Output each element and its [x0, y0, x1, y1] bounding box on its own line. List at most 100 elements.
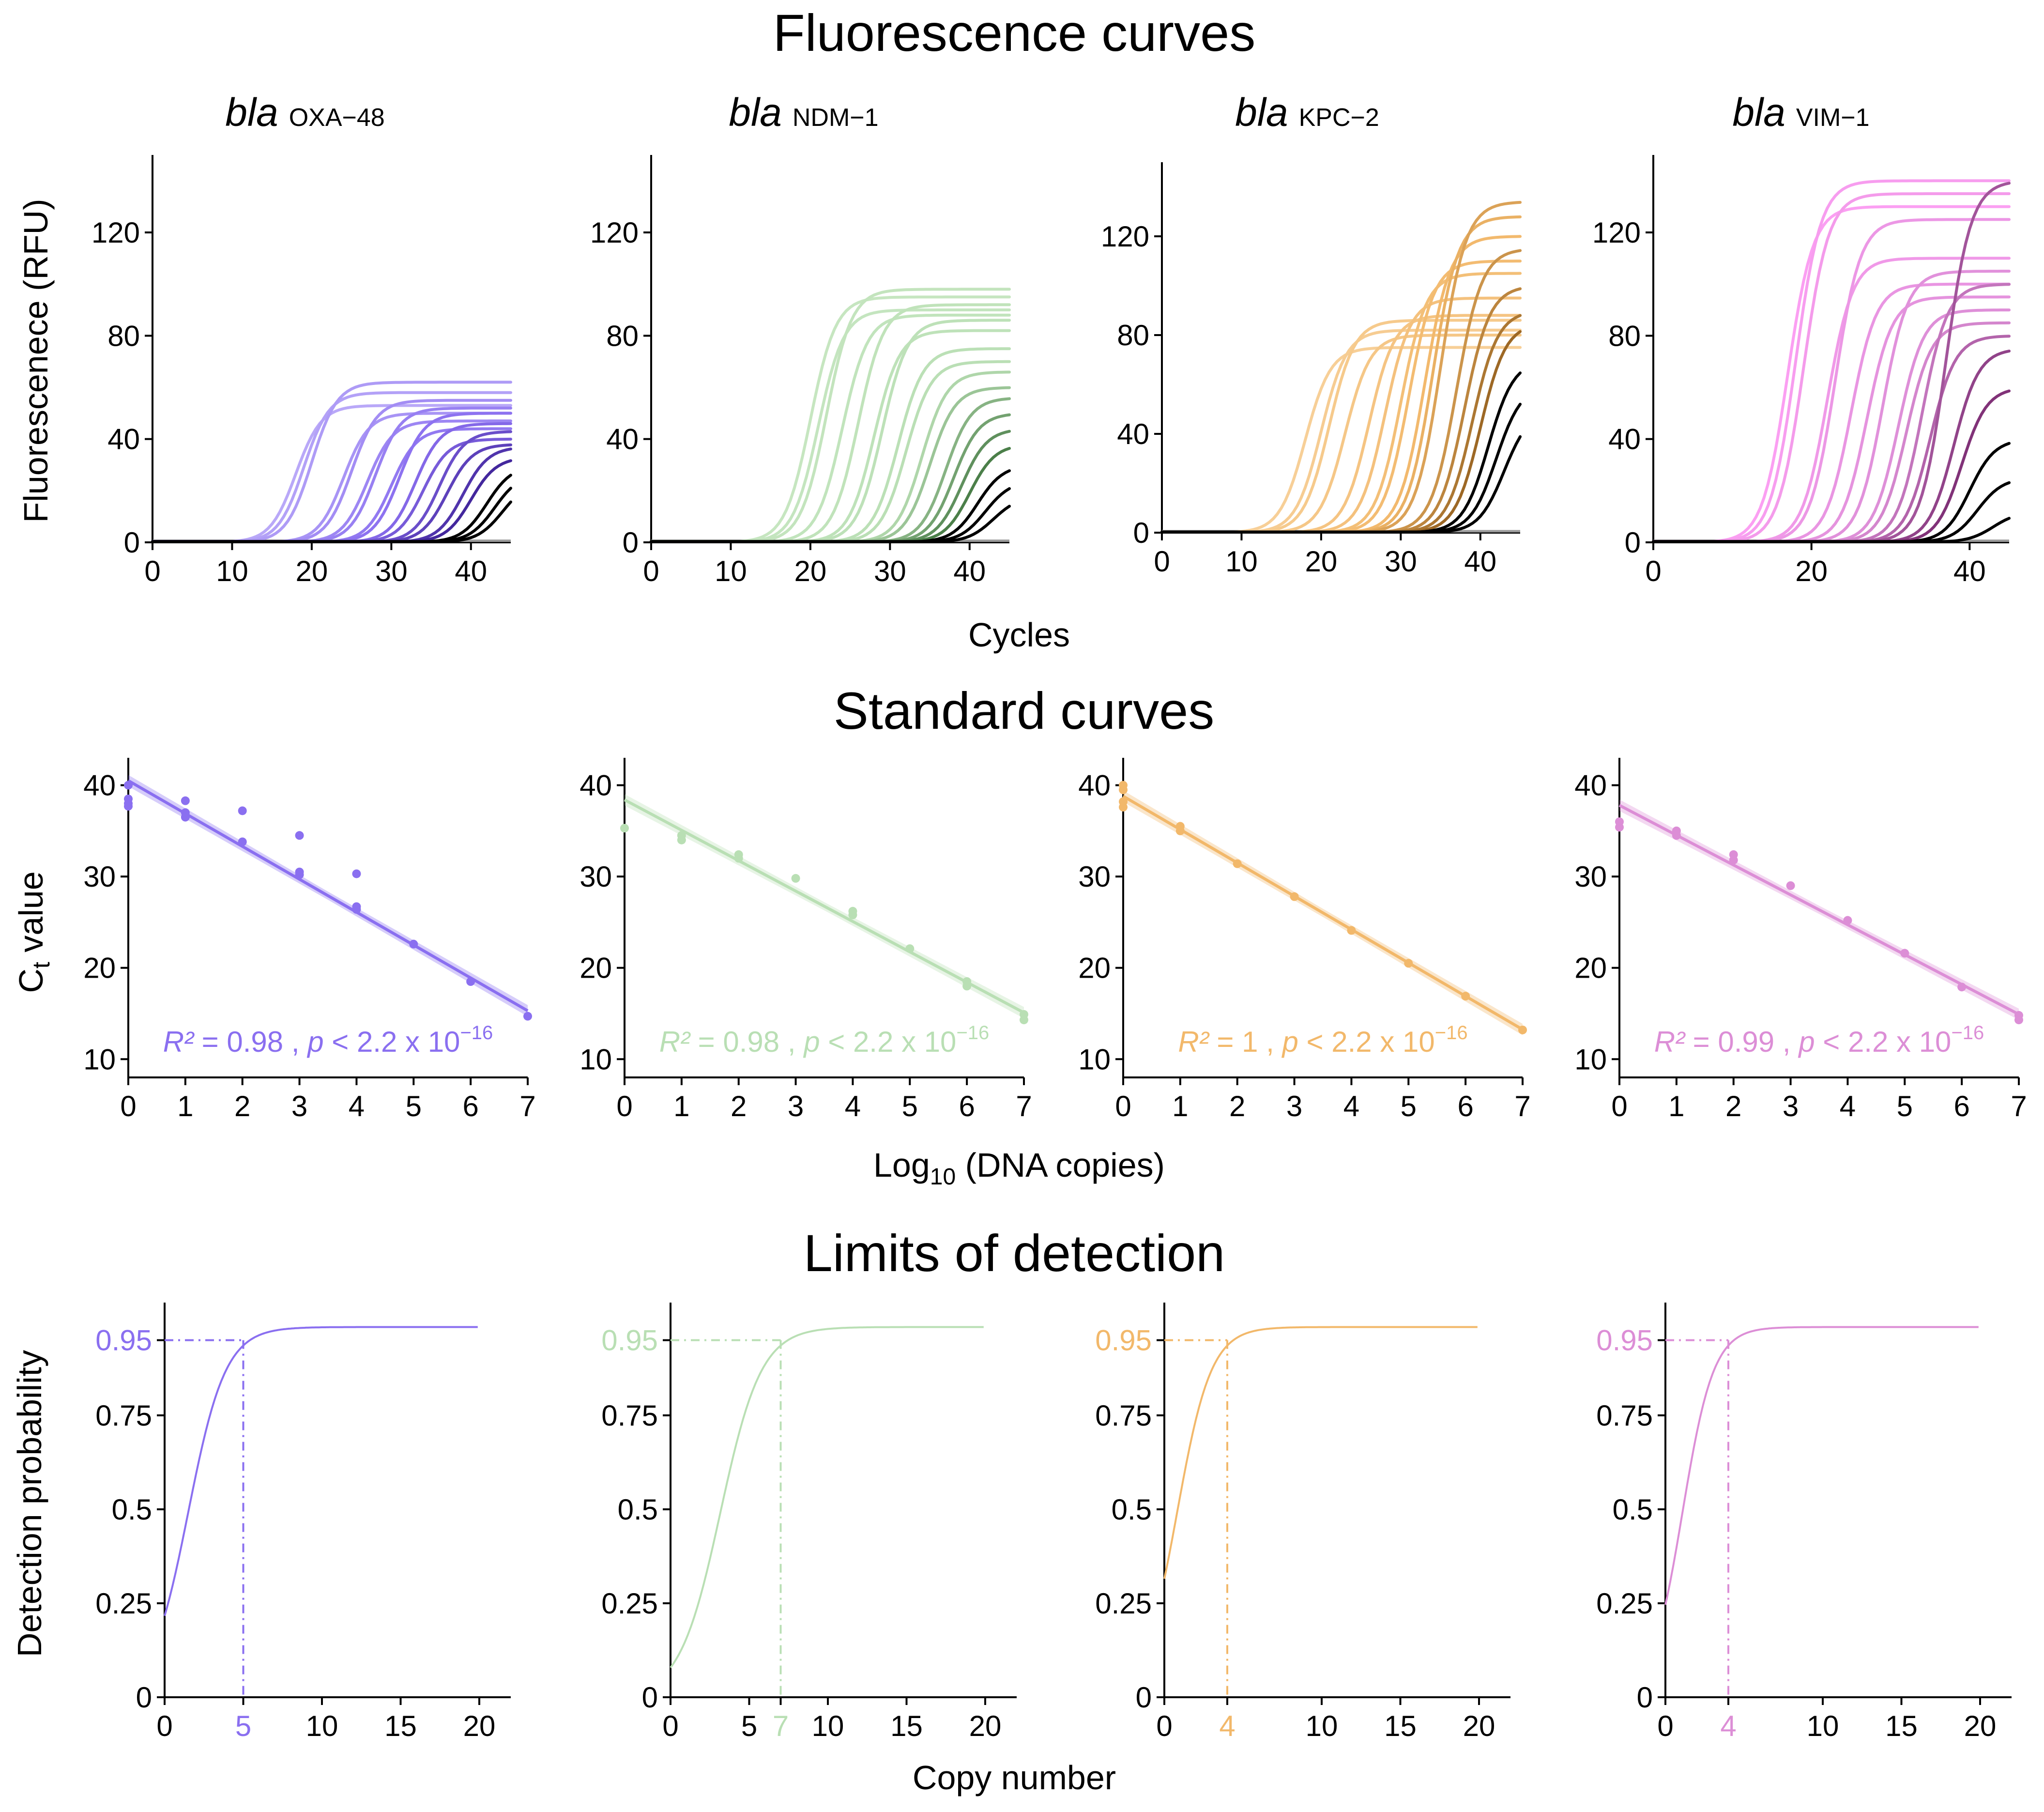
- x-tick-label: 40: [1464, 545, 1496, 578]
- detection-curve: [1664, 1326, 1979, 1605]
- fluorescence-panel-fluorescence-vim1: 0 20 40 0 40 80 120: [1592, 155, 2011, 587]
- x-tick-label: 2: [1725, 1090, 1741, 1122]
- regression-line: [624, 799, 1025, 1014]
- standard-xlabel-main: Log: [873, 1146, 930, 1184]
- amplification-curve: [650, 288, 1011, 543]
- x-tick-label: 20: [794, 555, 827, 587]
- x-tick-label: 0: [662, 1710, 678, 1742]
- amplification-curve: [1652, 321, 2011, 543]
- x-tick-label: 1: [177, 1090, 193, 1122]
- amplification-curve: [1160, 319, 1522, 534]
- x-tick-label: 6: [959, 1090, 975, 1122]
- x-tick-label: 1: [673, 1090, 689, 1122]
- x-tick-label: 10: [715, 555, 747, 587]
- y-tick-label: 0.25: [1596, 1587, 1653, 1620]
- x-tick-label: 6: [1457, 1090, 1473, 1122]
- data-point: [1119, 802, 1128, 812]
- data-point: [962, 982, 972, 991]
- x-tick-label: 10: [1225, 545, 1258, 578]
- data-point: [295, 870, 304, 879]
- x-tick-label: 0: [616, 1090, 632, 1122]
- detection-curve: [1163, 1326, 1478, 1579]
- standard-panel-standard-ndm1: 0 1 2 3 4 5 6 7 10 20 30 40 R² = 0.98 , p < 2.2 x 10…: [580, 758, 1032, 1122]
- y-tick-label: 20: [1078, 952, 1111, 984]
- regression-annotation: R² = 0.98 , p < 2.2 x 10−16: [659, 1022, 990, 1058]
- x-tick-label: 3: [1783, 1090, 1799, 1122]
- y-tick-label: 0.75: [601, 1399, 658, 1432]
- p-value: < 2.2 x 10: [324, 1026, 460, 1058]
- detection-curve: [164, 1326, 478, 1616]
- y-tick-label: 0.25: [601, 1587, 658, 1620]
- x-tick-label: 15: [1384, 1710, 1417, 1742]
- y-tick-label: 0.75: [95, 1399, 152, 1432]
- x-tick-label: 5: [1897, 1090, 1913, 1122]
- data-point: [791, 874, 800, 883]
- data-point: [1290, 892, 1299, 901]
- x-tick-label: 0: [120, 1090, 136, 1122]
- x-tick-label: 0: [156, 1710, 172, 1742]
- y-tick-label: 0.5: [1613, 1493, 1653, 1526]
- standard-panel-standard-oxa48: 0 1 2 3 4 5 6 7 10 20 30 40 R² = 0.98 , p < 2.2 x 10…: [83, 758, 536, 1122]
- data-point: [1233, 859, 1242, 868]
- amplification-curve: [1160, 249, 1522, 534]
- y-tick-label: 20: [1574, 952, 1607, 984]
- amplification-curve: [1652, 295, 2011, 543]
- p-value: < 2.2 x 10: [1815, 1026, 1952, 1058]
- y-tick-label: 0.25: [1095, 1587, 1152, 1620]
- standard-xlabel: Log10 (DNA copies): [873, 1146, 1165, 1190]
- amplification-curve: [650, 360, 1011, 543]
- amplification-curve: [1652, 517, 2011, 543]
- y-tick-label: 40: [1117, 418, 1149, 450]
- y-tick-label: 10: [580, 1043, 612, 1075]
- amplification-curve: [650, 319, 1011, 543]
- fluorescence-ylabel: Fluorescenece (RFU): [17, 199, 55, 522]
- r2-value: = 1 ,: [1209, 1026, 1282, 1058]
- data-point: [409, 939, 418, 949]
- x-tick-label: 20: [463, 1710, 496, 1742]
- amplification-curve: [151, 500, 512, 543]
- x-tick-label: 7: [1514, 1090, 1530, 1122]
- amplification-curve: [151, 419, 512, 543]
- x-tick-label: 7: [1016, 1090, 1032, 1122]
- lod-label: 4: [1219, 1710, 1235, 1742]
- x-tick-label: 10: [1807, 1710, 1839, 1742]
- y-tick-label: 80: [1117, 319, 1149, 352]
- regression-annotation: R² = 0.99 , p < 2.2 x 10−16: [1654, 1022, 1984, 1058]
- data-point: [1518, 1025, 1527, 1034]
- x-tick-label: 3: [788, 1090, 804, 1122]
- y-tick-label: 80: [1608, 320, 1641, 352]
- y-tick-label: 40: [580, 769, 612, 802]
- x-tick-label: 5: [1401, 1090, 1417, 1122]
- data-point: [124, 781, 133, 790]
- regression-annotation: R² = 0.98 , p < 2.2 x 10−16: [163, 1022, 493, 1058]
- amplification-curve: [650, 329, 1011, 543]
- y-tick-label: 40: [606, 423, 639, 456]
- standard-ylabel-rest: value: [12, 871, 50, 962]
- x-tick-label: 20: [969, 1710, 1002, 1742]
- threshold-label: 0.95: [1596, 1324, 1653, 1357]
- y-tick-label: 10: [83, 1043, 116, 1075]
- x-tick-label: 10: [216, 555, 248, 587]
- data-point: [1119, 785, 1128, 794]
- data-point: [848, 910, 857, 920]
- data-point: [466, 977, 475, 986]
- detection-curve: [670, 1326, 984, 1668]
- regression-line: [1618, 804, 2020, 1016]
- x-tick-label: 7: [519, 1090, 535, 1122]
- amplification-curve: [1652, 481, 2011, 543]
- x-tick-label: 10: [812, 1710, 844, 1742]
- data-point: [295, 831, 304, 840]
- amplification-curve: [650, 430, 1011, 543]
- lod-title: Limits of detection: [804, 1224, 1225, 1282]
- standard-xlabel-sub: 10: [930, 1164, 956, 1190]
- y-tick-label: 0: [136, 1681, 152, 1714]
- data-point: [1729, 856, 1738, 865]
- data-point: [1843, 916, 1852, 925]
- x-tick-label: 15: [384, 1710, 417, 1742]
- amplification-curve: [1160, 287, 1522, 534]
- lod-label: 4: [1720, 1710, 1736, 1742]
- data-point: [1672, 831, 1681, 840]
- lod-ylabel: Detection probability: [11, 1350, 48, 1657]
- lod-panel-lod-oxa48: 0 10 15 20 0 0.25 0.5 0.75 0.95 5: [95, 1303, 511, 1742]
- p-exponent: −16: [1435, 1022, 1468, 1044]
